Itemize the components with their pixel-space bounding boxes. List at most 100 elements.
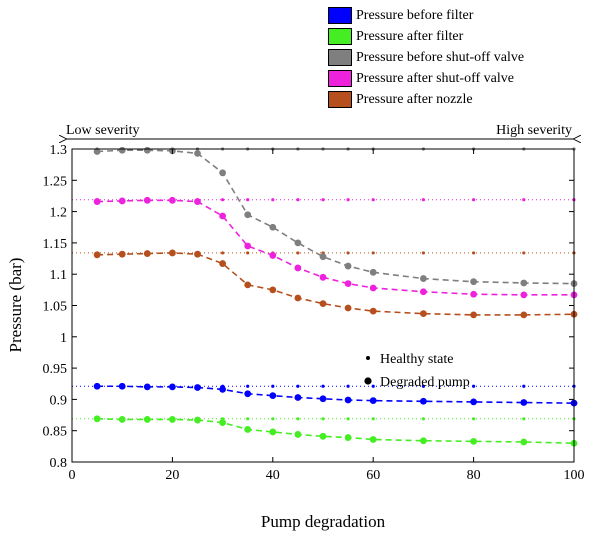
y-tick-label: 1.15 <box>43 237 68 252</box>
data-point <box>169 249 176 257</box>
data-point <box>344 434 352 441</box>
series-line <box>97 385 575 404</box>
data-point <box>520 438 528 446</box>
data-point <box>93 198 101 205</box>
data-point <box>194 149 201 157</box>
degraded-pump-label: Degraded pump <box>380 375 470 390</box>
series-line <box>97 418 575 445</box>
severity-annotation: Low severity High severity <box>66 123 574 139</box>
legend-item: Pressure before filter <box>328 5 524 26</box>
healthy-point <box>271 417 275 421</box>
healthy-point <box>371 251 375 255</box>
legend-item: Pressure after nozzle <box>328 89 524 110</box>
data-point <box>219 169 227 177</box>
data-point <box>470 311 477 319</box>
data-point <box>420 397 427 405</box>
data-point <box>143 196 151 204</box>
legend-swatch <box>328 28 352 45</box>
data-point <box>118 382 126 390</box>
legend-item: Pressure after shut-off valve <box>328 68 524 89</box>
y-tick-label: 0.85 <box>43 425 68 440</box>
healthy-point <box>421 251 425 255</box>
healthy-point <box>246 417 250 421</box>
y-axis-title: Pressure (bar) <box>6 258 25 353</box>
data-point <box>93 251 101 259</box>
high-severity-label: High severity <box>496 123 572 138</box>
y-tick-label: 1.2 <box>50 206 68 221</box>
degraded-series <box>93 146 578 447</box>
data-point <box>344 262 352 270</box>
data-point <box>194 198 201 205</box>
healthy-point <box>346 384 350 388</box>
data-point <box>420 437 427 445</box>
data-point <box>143 146 151 154</box>
data-point <box>319 253 327 261</box>
data-point <box>294 294 302 302</box>
healthy-point <box>321 384 325 388</box>
x-tick-label: 0 <box>69 468 76 483</box>
data-point <box>294 394 302 401</box>
data-point <box>470 290 477 298</box>
healthy-point <box>296 198 300 202</box>
data-point <box>219 419 227 426</box>
series-line <box>97 252 575 316</box>
data-point <box>118 197 126 205</box>
data-point <box>244 242 252 250</box>
legend-label: Pressure before filter <box>356 7 474 23</box>
data-point <box>118 416 126 423</box>
x-tick-label: 40 <box>266 468 280 483</box>
data-point <box>369 284 377 292</box>
healthy-point <box>296 251 300 255</box>
healthy-point <box>522 198 526 202</box>
x-axis-title: Pump degradation <box>261 512 386 531</box>
y-tick-label: 1 <box>60 331 67 346</box>
data-point <box>344 280 352 287</box>
data-point <box>520 291 528 299</box>
healthy-point <box>346 417 350 421</box>
data-point <box>344 396 352 404</box>
data-point <box>194 416 201 424</box>
legend-swatch <box>328 7 352 24</box>
data-point <box>420 275 427 282</box>
healthy-point <box>522 384 526 388</box>
healthy-point <box>371 198 375 202</box>
healthy-point <box>221 198 225 202</box>
healthy-state-label: Healthy state <box>380 352 453 367</box>
healthy-point <box>246 251 250 255</box>
y-tick-label: 1.05 <box>43 300 68 315</box>
legend-swatch <box>328 91 352 108</box>
series-line <box>97 199 574 296</box>
healthy-point <box>371 384 375 388</box>
data-point <box>93 415 101 423</box>
y-tick-label: 0.95 <box>43 362 68 377</box>
data-point <box>169 196 176 204</box>
data-point <box>369 397 377 405</box>
data-point <box>269 428 277 436</box>
series-legend: Pressure before filter Pressure after fi… <box>328 5 524 110</box>
healthy-point <box>472 384 476 388</box>
y-tick-label: 0.9 <box>50 393 68 408</box>
data-point <box>269 392 277 400</box>
legend-label: Pressure after filter <box>356 28 464 44</box>
data-point <box>269 286 277 294</box>
healthy-point <box>271 384 275 388</box>
data-point <box>194 384 201 391</box>
legend-label: Pressure before shut-off valve <box>356 49 525 65</box>
healthy-point <box>246 198 250 202</box>
healthy-point <box>522 251 526 255</box>
data-point <box>244 281 252 289</box>
data-point <box>244 390 252 398</box>
data-point <box>219 212 227 220</box>
y-tick-label: 1.1 <box>50 268 68 283</box>
healthy-state-lines <box>72 147 576 421</box>
data-point <box>520 399 528 406</box>
data-point <box>344 304 352 312</box>
data-point <box>470 437 477 445</box>
data-point <box>319 300 327 308</box>
data-point <box>93 382 101 390</box>
axes: 0 20 40 60 80 100 0.8 0.85 0.9 0.95 1 1.05 1.1 1.15 1.… <box>43 143 585 483</box>
x-tick-label: 20 <box>165 468 179 483</box>
healthy-point <box>346 251 350 255</box>
healthy-point <box>421 384 425 388</box>
data-point <box>169 383 176 391</box>
